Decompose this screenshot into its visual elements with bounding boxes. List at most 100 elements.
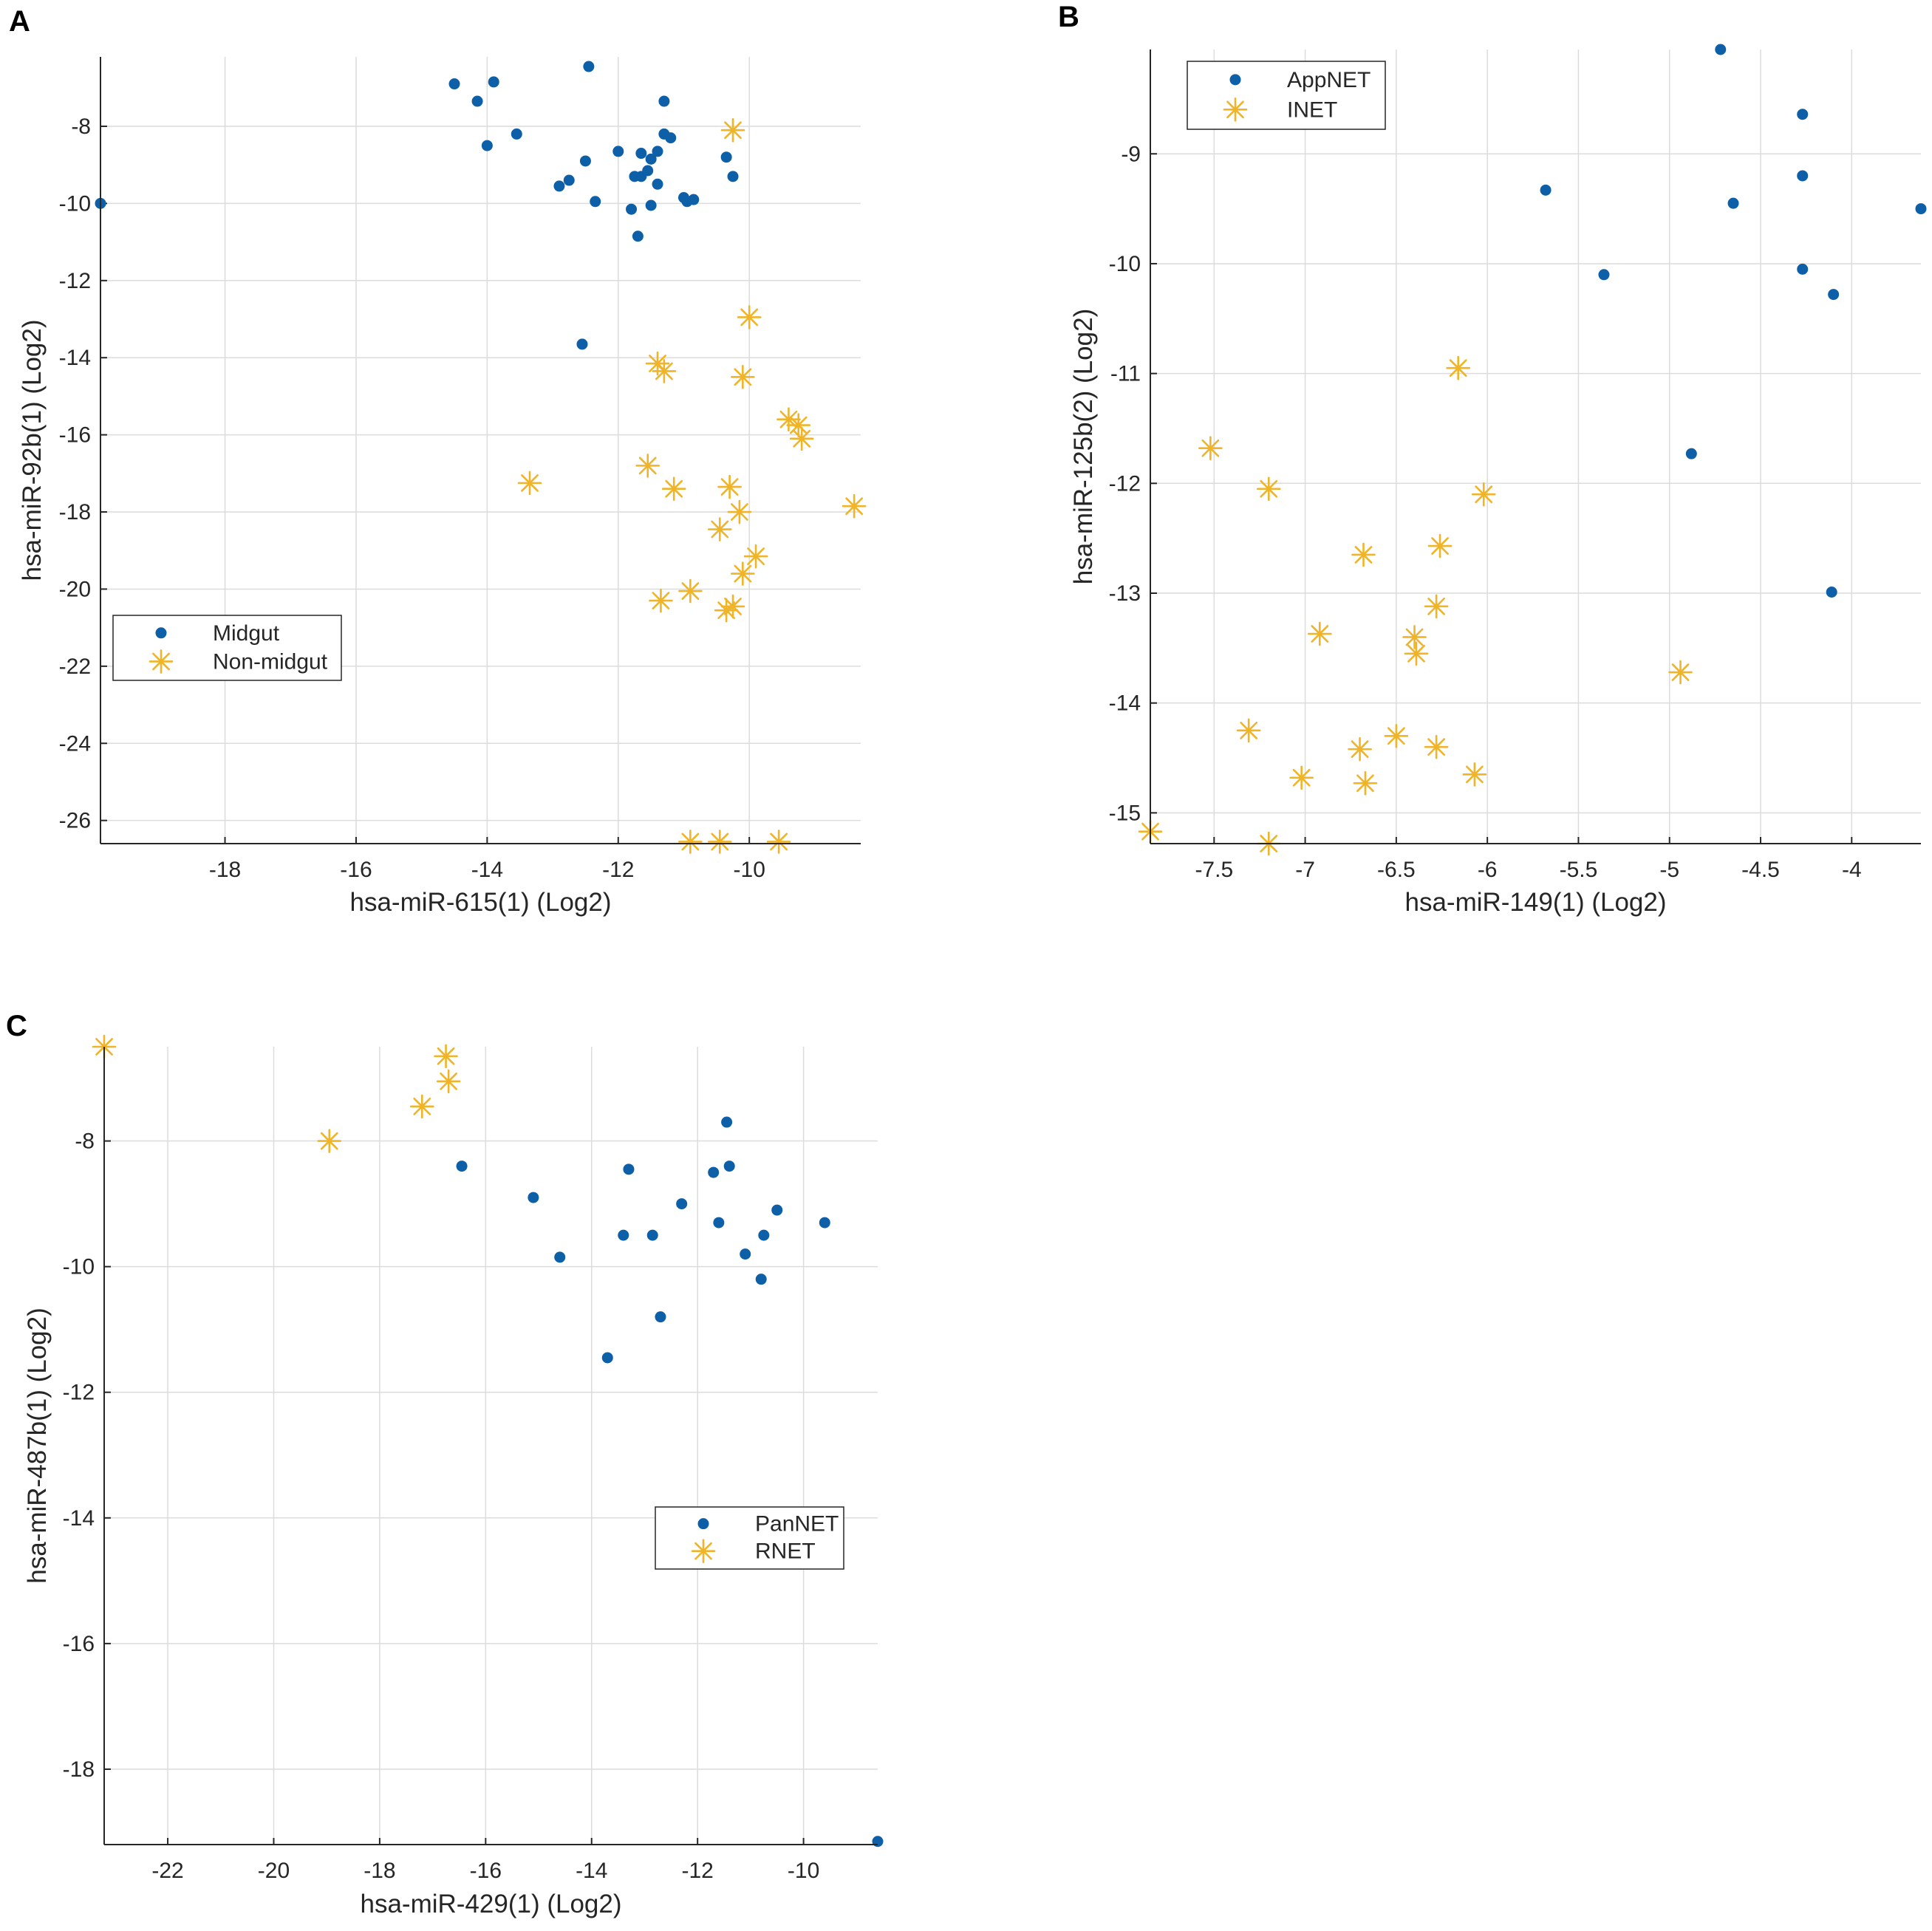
data-point — [448, 78, 460, 90]
data-point — [528, 1192, 539, 1203]
data-point — [1727, 197, 1739, 209]
series-inet — [1138, 355, 1693, 856]
data-point — [1471, 482, 1496, 507]
data-point — [623, 1163, 635, 1175]
legend-label-inet: INET — [1287, 98, 1337, 122]
asterisk-stroke — [665, 479, 683, 498]
x-tick-label: -4.5 — [1741, 858, 1780, 882]
data-point — [1826, 587, 1837, 598]
x-tick-label: -16 — [470, 1859, 502, 1883]
panel-b-x-axis-label: hsa-miR-149(1) (Log2) — [1404, 888, 1666, 917]
data-point — [601, 1352, 613, 1364]
data-point — [743, 544, 768, 569]
data-point — [727, 171, 739, 182]
legend-label-non-midgut: Non-midgut — [213, 649, 328, 674]
data-point — [1797, 109, 1809, 120]
data-point — [731, 561, 755, 586]
data-point — [1715, 44, 1727, 55]
asterisk-stroke — [1260, 479, 1278, 498]
panel-a-legend-box — [112, 615, 342, 681]
data-point — [1236, 718, 1261, 743]
asterisk-stroke — [437, 1047, 455, 1065]
asterisk-stroke — [1475, 485, 1493, 504]
data-point — [1598, 269, 1610, 281]
data-point — [563, 174, 575, 186]
data-point — [1797, 263, 1809, 275]
asterisk-stroke — [1387, 727, 1405, 745]
legend-dot-marker — [1229, 74, 1241, 86]
y-tick-label: -16 — [59, 423, 91, 448]
data-point — [642, 165, 654, 177]
data-point — [819, 1217, 830, 1228]
panel-a-axes-box — [100, 57, 861, 844]
y-tick-label: -12 — [63, 1381, 95, 1405]
data-point — [1540, 184, 1552, 196]
data-point — [713, 1217, 725, 1228]
data-point — [632, 230, 644, 242]
panel-a-points — [95, 61, 867, 854]
panel-a-y-axis-label: hsa-miR-92b(1) (Log2) — [18, 319, 47, 581]
y-tick-label: -8 — [75, 1129, 95, 1154]
legend-label-rnet: RNET — [755, 1539, 816, 1564]
data-point — [688, 194, 700, 205]
y-tick-label: -12 — [59, 269, 91, 293]
series-non-midgut — [517, 117, 867, 854]
data-point — [1351, 542, 1376, 567]
asterisk-stroke — [413, 1097, 431, 1115]
data-point — [409, 1094, 434, 1119]
data-point — [576, 338, 588, 350]
legend-label-midgut: Midgut — [213, 621, 280, 646]
x-tick-label: -18 — [209, 858, 241, 882]
asterisk-stroke — [152, 652, 170, 671]
data-point — [1915, 203, 1927, 215]
x-tick-label: -4 — [1842, 858, 1862, 882]
data-point — [456, 1161, 468, 1172]
y-tick-label: -9 — [1121, 142, 1141, 166]
legend-asterisk — [1223, 98, 1248, 122]
data-point — [1668, 660, 1693, 685]
y-tick-label: -16 — [63, 1632, 95, 1656]
data-point — [766, 830, 791, 854]
x-tick-label: -10 — [788, 1859, 819, 1883]
asterisk-stroke — [1427, 738, 1446, 756]
panel-c-y-ticks: -18 -16 -14 -12 -10 -8 — [63, 1129, 111, 1782]
data-point — [317, 1129, 342, 1153]
data-point — [436, 1069, 461, 1094]
x-tick-label: -18 — [363, 1859, 395, 1883]
asterisk-stroke — [1427, 597, 1446, 615]
y-tick-label: -15 — [1109, 801, 1141, 825]
data-point — [618, 1229, 629, 1241]
data-point — [714, 598, 739, 623]
data-point — [708, 1166, 720, 1178]
legend-dot-marker — [155, 627, 167, 639]
legend-label-appnet: AppNET — [1287, 68, 1371, 92]
series-pannet — [456, 1116, 884, 1848]
x-tick-label: -6 — [1478, 858, 1498, 882]
data-point — [1353, 770, 1378, 796]
data-point — [554, 1251, 566, 1263]
data-point — [590, 196, 601, 208]
panel-a-x-axis-label: hsa-miR-615(1) (Log2) — [349, 888, 611, 917]
data-point — [655, 1311, 666, 1323]
data-point — [646, 1229, 658, 1241]
asterisk-stroke — [655, 362, 673, 380]
legend-asterisk — [149, 649, 174, 674]
series-rnet — [92, 1034, 461, 1153]
x-tick-label: -12 — [681, 1859, 713, 1883]
data-point — [1402, 625, 1427, 649]
asterisk-stroke — [734, 564, 752, 583]
data-point — [1446, 355, 1471, 380]
asterisk-stroke — [770, 833, 788, 851]
asterisk-stroke — [1240, 721, 1258, 739]
legend-label-pannet: PanNET — [755, 1512, 839, 1537]
x-tick-label: -5 — [1659, 858, 1679, 882]
data-point — [771, 1204, 783, 1216]
asterisk-stroke — [1356, 774, 1374, 793]
data-point — [1404, 641, 1429, 666]
asterisk-stroke — [1449, 359, 1467, 377]
panel-a-y-ticks: -26 -24 -22 -20 -18 -16 -14 -12 -10 -8 — [59, 115, 107, 833]
y-tick-label: -26 — [59, 809, 91, 833]
data-point — [434, 1044, 458, 1069]
data-point — [553, 180, 565, 192]
